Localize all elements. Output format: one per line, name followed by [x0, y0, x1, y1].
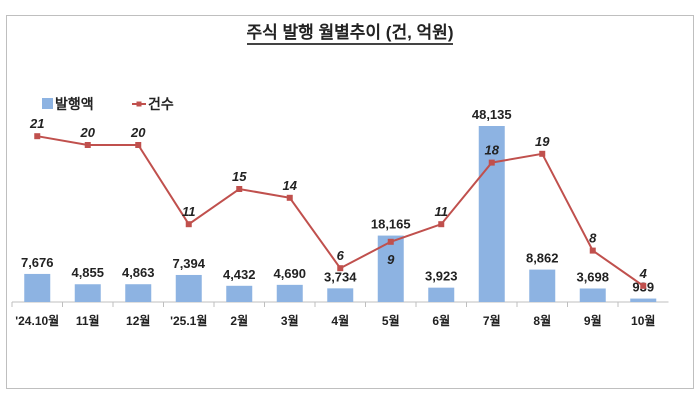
count-marker [438, 221, 445, 228]
x-tick-label: '24.10월 [15, 313, 59, 328]
x-tick-label: 11월 [76, 313, 100, 328]
legend-line-label: 건수 [148, 96, 174, 112]
bar-value-label: 4,690 [273, 266, 306, 281]
count-marker [135, 142, 142, 148]
bar [175, 274, 202, 302]
count-label: 20 [130, 125, 146, 140]
count-label: 8 [589, 231, 597, 246]
legend-line-marker [136, 101, 142, 107]
legend-bar-swatch [42, 98, 53, 109]
bar-value-label: 3,923 [425, 269, 458, 284]
bar [327, 288, 354, 302]
count-marker [337, 265, 344, 272]
x-tick-label: '25.1월 [170, 313, 207, 328]
count-marker [539, 150, 546, 157]
x-tick-label: 8월 [533, 313, 551, 328]
x-tick-label: 12월 [126, 313, 150, 328]
bar-value-label: 7,676 [21, 255, 54, 270]
count-label: 18 [485, 143, 500, 158]
x-tick-label: 5월 [382, 313, 400, 328]
x-tick-label: 2월 [230, 313, 248, 328]
count-label: 11 [435, 204, 449, 219]
bar-value-label: 4,863 [122, 265, 155, 280]
x-tick-label: 4월 [331, 313, 349, 328]
count-label: 19 [535, 134, 550, 149]
count-label: 21 [29, 116, 44, 131]
count-label: 4 [639, 266, 648, 281]
count-label: 11 [182, 204, 196, 219]
x-tick-label: 3월 [281, 313, 299, 328]
count-label: 20 [80, 125, 96, 140]
x-tick-label: 6월 [432, 313, 450, 328]
bar-value-label: 3,698 [576, 269, 609, 284]
bar-value-label: 4,855 [71, 265, 104, 280]
x-tick-label: 10월 [631, 313, 655, 328]
count-marker [34, 133, 41, 140]
bar-value-label: 7,394 [172, 256, 205, 271]
bar-value-label: 4,432 [223, 267, 256, 282]
count-label: 9 [387, 252, 395, 267]
x-tick-label: 9월 [584, 313, 602, 328]
bar [579, 288, 606, 302]
count-marker [84, 142, 91, 148]
count-marker [185, 221, 192, 228]
bar [276, 284, 303, 302]
count-label: 6 [337, 248, 345, 263]
count-label: 14 [283, 178, 298, 193]
bar-value-label: 48,135 [472, 107, 512, 122]
bar [630, 298, 657, 302]
bar-value-label: 3,734 [324, 269, 357, 284]
bar [125, 284, 152, 302]
count-marker [236, 186, 243, 192]
count-label: 15 [232, 169, 247, 184]
count-marker [387, 238, 394, 245]
bar-value-label: 18,165 [371, 217, 411, 232]
bar-value-label: 8,862 [526, 251, 559, 266]
legend-bar-label: 발행액 [55, 96, 94, 112]
count-marker [286, 194, 293, 201]
bar [428, 287, 455, 302]
bar [226, 285, 253, 302]
count-marker [640, 282, 647, 289]
count-marker [488, 159, 495, 166]
bar [24, 273, 51, 302]
chart-frame [6, 15, 694, 389]
chart-title: 주식 발행 월별추이 (건, 억원) [0, 18, 700, 45]
bar [74, 284, 101, 302]
bar [529, 269, 556, 302]
x-tick-label: 7월 [483, 313, 501, 328]
count-marker [589, 247, 596, 254]
bar [478, 126, 505, 302]
